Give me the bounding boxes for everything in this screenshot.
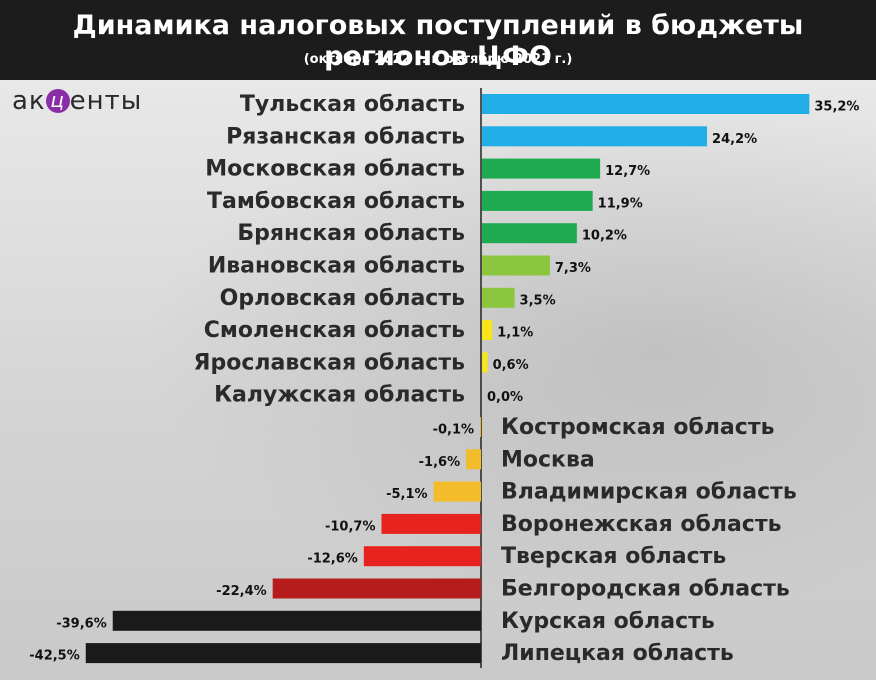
category-label: Тамбовская область <box>207 189 465 214</box>
data-label: 0,0% <box>487 390 523 405</box>
bar-7 <box>482 320 493 341</box>
category-label: Ярославская область <box>194 350 465 375</box>
header-bar: Динамика налоговых поступлений в бюджеты… <box>0 0 876 80</box>
bar-3 <box>482 190 593 211</box>
bar-11 <box>466 449 481 470</box>
category-label: Костромская область <box>501 415 774 440</box>
category-label: Ивановская область <box>208 254 465 279</box>
data-label: -12,6% <box>307 552 358 567</box>
bar-17 <box>85 643 481 664</box>
category-label: Липецкая область <box>501 641 734 666</box>
bar-14 <box>363 546 481 567</box>
bar-12 <box>433 481 481 502</box>
logo-mark: ц <box>45 89 70 113</box>
brand-logo: ак ц енты <box>12 86 142 116</box>
bar-15 <box>272 578 481 599</box>
chart-title: Динамика налоговых поступлений в бюджеты… <box>72 10 804 72</box>
data-label: 0,6% <box>493 358 529 373</box>
data-label: -42,5% <box>29 649 80 664</box>
bar-16 <box>112 610 481 631</box>
data-label: 3,5% <box>520 293 556 308</box>
data-label: 1,1% <box>497 326 533 341</box>
category-label: Брянская область <box>237 221 465 246</box>
data-label: -0,1% <box>433 423 474 438</box>
category-label: Орловская область <box>220 286 465 311</box>
bar-2 <box>482 158 601 179</box>
bar-4 <box>482 223 577 244</box>
bar-0 <box>482 94 810 114</box>
category-label: Тверская область <box>501 544 726 569</box>
bar-6 <box>482 287 515 308</box>
data-label: -22,4% <box>216 584 267 599</box>
data-label: 11,9% <box>598 196 643 211</box>
category-label: Калужская область <box>214 383 465 408</box>
category-label: Рязанская область <box>226 124 465 149</box>
bar-13 <box>381 513 481 534</box>
category-label: Воронежская область <box>501 512 782 537</box>
category-label: Смоленская область <box>204 318 465 343</box>
data-label: -5,1% <box>386 487 427 502</box>
data-label: 10,2% <box>582 229 627 244</box>
category-label: Белгородская область <box>501 577 790 602</box>
data-label: -39,6% <box>56 616 107 631</box>
bar-8 <box>482 352 488 373</box>
bar-5 <box>482 255 550 276</box>
data-label: -1,6% <box>419 455 460 470</box>
category-label: Владимирская область <box>501 480 797 505</box>
chart-subtitle: (октябрь 2022 г. к октябрю 2021 г.) <box>303 52 573 67</box>
data-label: 35,2% <box>814 100 859 115</box>
data-label: 12,7% <box>605 164 650 179</box>
data-label: 24,2% <box>712 132 757 147</box>
bar-1 <box>482 126 708 147</box>
category-label: Курская область <box>501 609 715 634</box>
category-label: Московская область <box>205 157 465 182</box>
logo-text-end: енты <box>69 86 143 116</box>
data-label: -10,7% <box>325 519 376 534</box>
data-label: 7,3% <box>555 261 591 276</box>
category-label: Москва <box>501 447 595 472</box>
category-label: Тульская область <box>240 92 465 117</box>
bar-10 <box>480 417 481 437</box>
logo-text-start: ак <box>12 86 46 116</box>
